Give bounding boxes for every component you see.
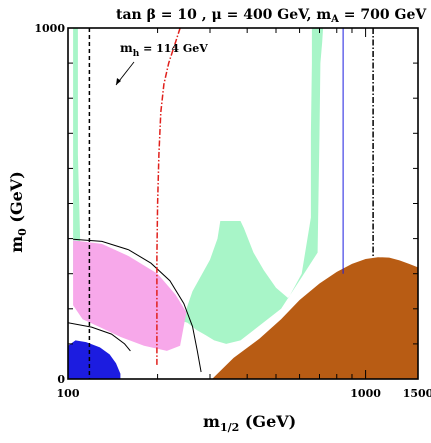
region-2	[212, 257, 418, 379]
y-tick-label: 0	[57, 373, 65, 386]
y-axis-label: m0 (GeV)	[7, 171, 29, 253]
mh-annotation-arrowhead	[116, 78, 121, 85]
curve-2	[156, 28, 181, 365]
regions-layer	[68, 28, 418, 379]
x-tick-label: 1500	[403, 387, 431, 400]
region-4	[68, 340, 121, 379]
curve-0	[73, 238, 202, 373]
chart-title: tan β = 10 , μ = 400 GeV, mA = 700 GeV	[116, 7, 427, 25]
mh-annotation: mh = 114 GeV	[115, 41, 208, 86]
region-1	[182, 28, 324, 344]
region-3	[73, 240, 187, 351]
x-tick-label: 100	[57, 387, 80, 400]
ticks-layer: 100 1000 1500 0 1000	[34, 22, 431, 400]
y-tick-label: 1000	[34, 22, 65, 35]
curve-1	[68, 322, 131, 352]
x-axis-label: m1/2 (GeV)	[203, 412, 296, 434]
region-0	[73, 28, 81, 274]
mh-annotation-label: mh = 114 GeV	[120, 41, 208, 59]
curves-layer	[68, 28, 374, 379]
x-tick-label: 1000	[350, 387, 381, 400]
